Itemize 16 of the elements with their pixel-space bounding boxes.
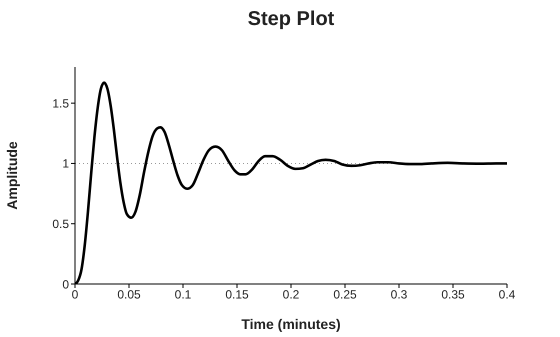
x-tick-label: 0 [72, 288, 79, 302]
y-axis-title: Amplitude [4, 141, 20, 210]
x-tick-label: 0.4 [498, 288, 516, 302]
x-tick-label: 0.1 [174, 288, 192, 302]
x-axis-title: Time (minutes) [241, 316, 341, 332]
chart-title: Step Plot [246, 8, 336, 31]
x-tick-label: 0.35 [441, 288, 465, 302]
x-tick-label: 0.25 [333, 288, 357, 302]
x-tick-label: 0.3 [390, 288, 408, 302]
x-tick-label: 0.05 [117, 288, 141, 302]
y-tick-label: 0.5 [52, 216, 70, 231]
y-tick-label: 1 [62, 156, 70, 171]
x-tick-label: 0.15 [225, 288, 249, 302]
y-tick-label: 0 [62, 277, 70, 292]
y-tick-label: 1.5 [52, 96, 70, 110]
x-tick-label: 0.2 [282, 288, 300, 302]
